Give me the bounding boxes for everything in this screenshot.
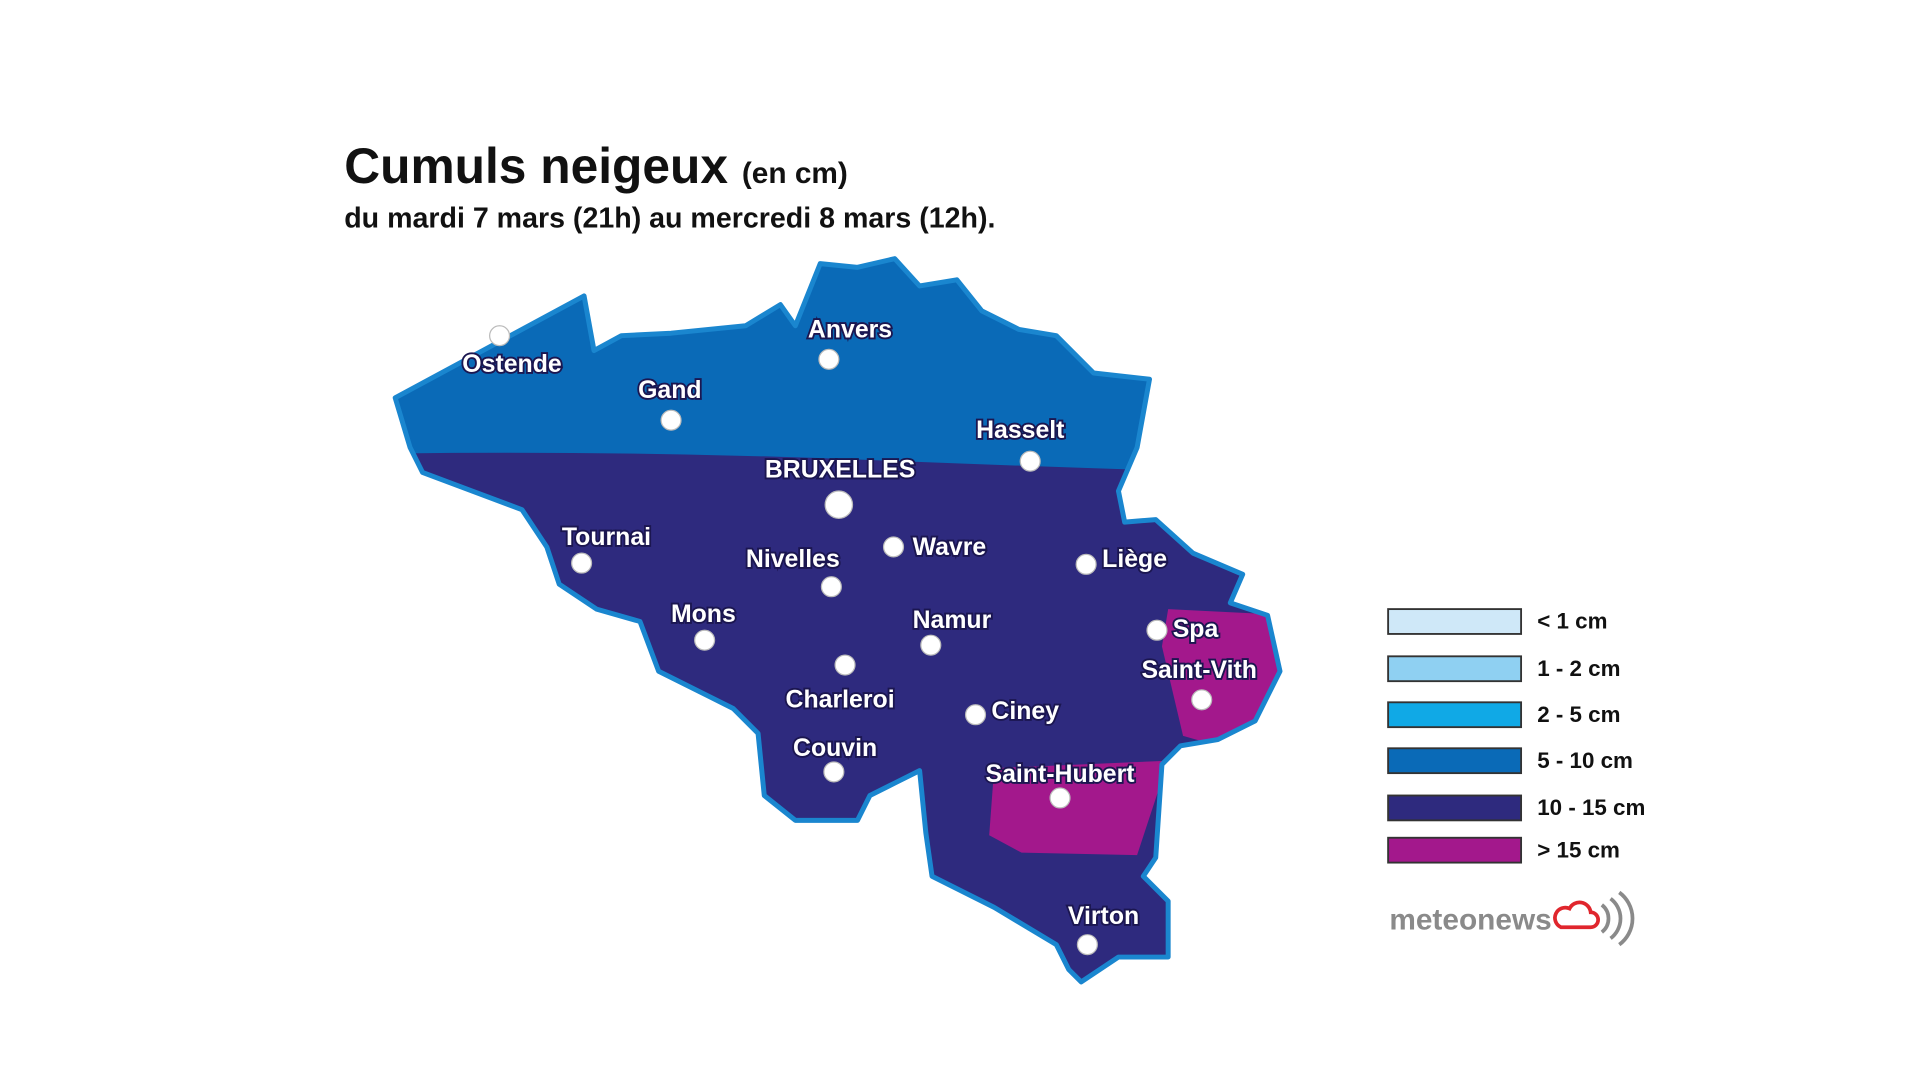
subtitle: du mardi 7 mars (21h) au mercredi 8 mars…: [344, 203, 995, 235]
city-label: Ciney: [991, 698, 1059, 725]
legend-swatch: [1387, 836, 1523, 864]
city-dot: [920, 634, 942, 656]
city-dot: [1146, 619, 1168, 641]
city-label: Couvin: [793, 735, 877, 762]
city-dot: [818, 348, 840, 370]
legend-swatch: [1387, 608, 1523, 635]
city-label: Mons: [671, 601, 736, 628]
legend-swatch: [1387, 655, 1523, 683]
cities: Ostende Gand Anvers Hasselt BRUXELLES Tournai…: [460, 314, 1259, 956]
logo: meteonews: [1389, 890, 1635, 947]
city-dot: [489, 325, 511, 347]
city-dot: [834, 654, 856, 676]
city-label: Nivelles: [746, 546, 840, 573]
city-label: Ostende: [462, 351, 561, 378]
legend: < 1 cm 1 - 2 cm 2 - 5 cm 5 - 10 cm 10 - 15 c…: [1387, 608, 1645, 864]
city-dot: [964, 704, 987, 726]
city-dot: [1049, 787, 1071, 809]
legend-label: 2 - 5 cm: [1537, 702, 1620, 727]
city-label: Virton: [1068, 903, 1139, 930]
city-label: Namur: [913, 607, 992, 634]
logo-waves: [1600, 890, 1635, 947]
city-label: Spa: [1173, 616, 1219, 643]
city-label: Saint-Hubert: [986, 761, 1135, 788]
legend-swatch: [1387, 701, 1523, 729]
snow-region: [989, 760, 1169, 856]
city-dot: [1075, 553, 1097, 575]
unit: (en cm): [742, 157, 848, 190]
city-label: Anvers: [808, 316, 892, 343]
city-label: Charleroi: [786, 687, 895, 714]
logo-cloud: [1553, 900, 1600, 930]
city-dot: [820, 576, 842, 598]
city-label: Saint-Vith: [1141, 657, 1257, 684]
city-dot: [823, 761, 845, 783]
city-label: Wavre: [913, 534, 987, 561]
city-dot: [1019, 450, 1041, 472]
title: Cumuls neigeux (en cm): [344, 138, 848, 194]
legend-label: < 1 cm: [1537, 609, 1607, 634]
city-dot: [1076, 934, 1098, 956]
city-dot: [694, 629, 716, 651]
legend-label: > 15 cm: [1537, 837, 1620, 862]
title-text: Cumuls neigeux: [344, 138, 728, 194]
city-label: Hasselt: [976, 417, 1064, 444]
legend-label: 1 - 2 cm: [1537, 656, 1620, 681]
legend-swatch: [1387, 747, 1523, 775]
city-dot: [882, 536, 905, 558]
border: [392, 256, 1283, 985]
city-label: BRUXELLES: [765, 457, 915, 484]
legend-swatch: [1387, 794, 1523, 822]
city-dot: [571, 552, 593, 574]
city-label: Gand: [638, 377, 702, 404]
legend-label: 5 - 10 cm: [1537, 748, 1633, 773]
logo-text: meteonews: [1389, 904, 1551, 937]
legend-label: 10 - 15 cm: [1537, 795, 1645, 820]
city-dot: [1191, 689, 1213, 711]
city-label: Liège: [1102, 546, 1167, 573]
city-label: Tournai: [562, 524, 651, 551]
city-dot: [824, 490, 854, 519]
city-dot: [660, 409, 682, 431]
